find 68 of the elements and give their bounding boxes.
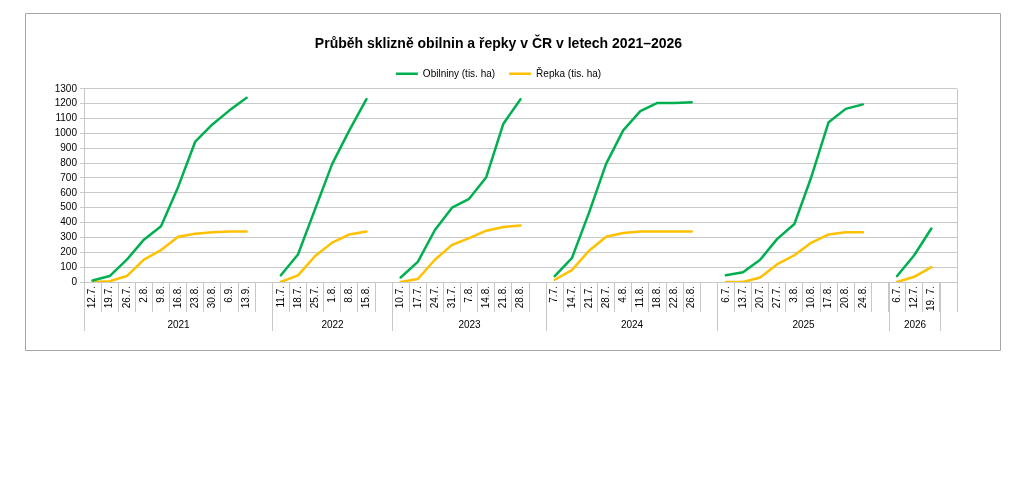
x-tick-label: 1.8. xyxy=(325,286,337,303)
y-tick-label: 800 xyxy=(60,156,78,168)
x-tick-label: 19.7. xyxy=(103,286,115,309)
y-tick-label: 1300 xyxy=(54,82,78,94)
x-tick-label: 6.7. xyxy=(719,286,731,303)
x-tick-label: 17.7. xyxy=(411,286,423,309)
x-tick-label: 12.7. xyxy=(907,286,919,309)
x-tick-label: 6.9. xyxy=(223,286,235,303)
x-tick-label: 15.8. xyxy=(360,286,372,309)
x-tick-label: 20.8. xyxy=(839,286,851,309)
x-tick-label: 16.8. xyxy=(171,286,183,309)
x-tick-label: 7.8. xyxy=(462,286,474,303)
x-tick-label: 11.7. xyxy=(274,286,286,308)
x-tick-label: 10.8. xyxy=(805,286,817,309)
x-tick-label: 19. 7. xyxy=(925,286,937,312)
x-tick-label: 24.7. xyxy=(428,286,440,309)
x-tick-label: 3.8. xyxy=(788,286,800,303)
x-tick-label: 14.7. xyxy=(565,286,577,309)
x-tick-label: 20.7. xyxy=(753,286,765,309)
x-tick-label: 4.8. xyxy=(616,286,628,303)
x-tick-label: 11.8. xyxy=(634,286,646,308)
chart-title: Průběh sklizně obilnin a řepky v ČR v letech 2021–2026 xyxy=(314,34,683,52)
x-tick-label: 30.8. xyxy=(206,286,218,309)
x-tick-label: 8.8. xyxy=(343,286,355,303)
x-tick-label: 14.8. xyxy=(480,286,492,309)
x-tick-label: 7.7. xyxy=(548,286,560,303)
x-tick-label: 28.7. xyxy=(599,286,611,309)
y-tick-label: 600 xyxy=(60,186,78,198)
x-tick-label: 22.8. xyxy=(668,286,680,309)
y-tick-label: 200 xyxy=(60,246,78,258)
y-tick-label: 700 xyxy=(60,171,78,183)
x-tick-label: 28.8. xyxy=(514,286,526,309)
y-tick-label: 1200 xyxy=(54,97,78,109)
x-tick-label: 17.8. xyxy=(822,286,834,309)
text: 2022 xyxy=(321,318,345,330)
text: 2024 xyxy=(620,318,644,330)
x-tick-label: 26.7. xyxy=(120,286,132,309)
x-tick-label: 31.7. xyxy=(445,286,457,309)
text: 2025 xyxy=(792,318,816,330)
x-tick-label: 6.7. xyxy=(890,286,902,303)
x-tick-label: 21.8. xyxy=(497,286,509,309)
x-tick-label: 13.9. xyxy=(240,286,252,309)
x-tick-label: 24.8. xyxy=(856,286,868,309)
x-tick-label: 27.7. xyxy=(771,286,783,309)
x-tick-label: 10.7. xyxy=(394,286,406,309)
x-tick-label: 2.8. xyxy=(137,286,149,303)
x-tick-label: 26.8. xyxy=(685,286,697,309)
y-tick-label: 0 xyxy=(71,275,78,287)
x-tick-label: 23.8. xyxy=(189,286,201,309)
x-tick-label: 13.7. xyxy=(736,286,748,309)
x-tick-label: 25.7. xyxy=(308,286,320,309)
text: 2026 xyxy=(903,318,927,330)
y-tick-label: 100 xyxy=(60,260,78,272)
y-tick-label: 900 xyxy=(60,142,78,153)
text: 2023 xyxy=(458,318,482,330)
x-tick-label: 18.7. xyxy=(291,286,303,309)
x-tick-label: 21.7. xyxy=(582,286,594,309)
x-tick-label: 12.7. xyxy=(86,286,98,309)
legend-label: Obilniny (tis. ha) xyxy=(422,67,496,79)
y-tick-label: 1000 xyxy=(54,127,78,139)
y-tick-label: 300 xyxy=(60,231,78,243)
y-tick-label: 1100 xyxy=(55,112,78,124)
y-tick-label: 500 xyxy=(60,201,78,213)
x-tick-label: 9.8. xyxy=(154,286,166,303)
legend-label: Řepka (tis. ha) xyxy=(536,66,602,79)
text: 2021 xyxy=(167,318,191,330)
x-tick-label: 18.8. xyxy=(651,286,663,309)
y-tick-label: 400 xyxy=(60,216,78,228)
